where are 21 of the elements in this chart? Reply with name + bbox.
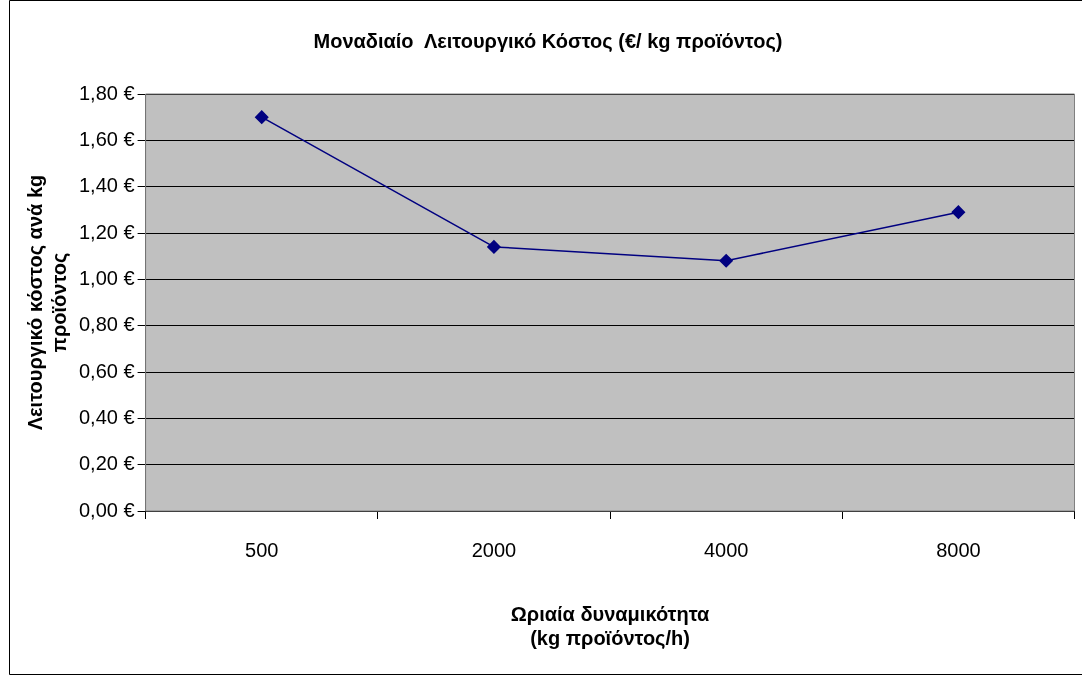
x-axis-title: Ωριαία δυναμικότητα (kg προϊόντος/h): [510, 602, 711, 649]
y-tick-label: 1,40 €: [79, 174, 135, 197]
x-tick-label: 8000: [936, 538, 981, 561]
y-tick-label: 0,80 €: [79, 313, 135, 336]
y-tick-label: 1,20 €: [79, 220, 135, 243]
y-tick-label: 0,60 €: [79, 359, 135, 382]
y-tick-label: 0,20 €: [79, 452, 135, 475]
y-tick-label: 1,00 €: [79, 266, 135, 289]
chart-title: Μοναδιαίο Λειτουργικό Κόστος (€/ kg προϊόντος): [313, 29, 783, 52]
x-tick-label: 500: [245, 538, 279, 561]
y-tick-label: 0,40 €: [79, 405, 135, 428]
point: [487, 240, 501, 254]
point: [951, 205, 966, 219]
y-axis-title: Λειτουργικό κόστος ανά kg προϊόντος: [23, 174, 70, 431]
x-tick-label: 4000: [703, 538, 749, 561]
x-tick-label: 2000: [471, 538, 517, 561]
y-tick-label: 1,80 €: [79, 81, 135, 104]
y-tick-label: 1,60 €: [79, 127, 135, 150]
point: [719, 254, 733, 268]
point: [254, 110, 269, 124]
y-tick-label: 0,00 €: [79, 498, 135, 521]
